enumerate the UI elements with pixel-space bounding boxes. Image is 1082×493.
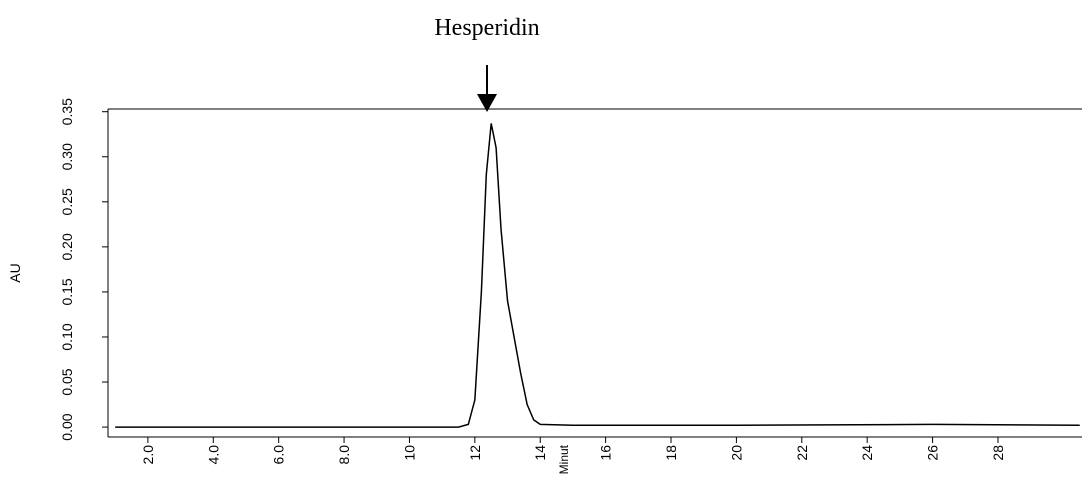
y-tick-label: 0.20	[59, 233, 75, 260]
y-tick-label: 0.30	[59, 143, 75, 170]
x-tick-label: 16	[598, 445, 614, 461]
y-tick-label: 0.00	[59, 413, 75, 440]
x-tick-label: 28	[990, 445, 1006, 461]
annotation: Hesperidin	[434, 15, 539, 41]
y-axis-label: AU	[7, 263, 23, 282]
x-tick-label: 6.0	[271, 445, 287, 465]
data-line	[115, 123, 1080, 428]
x-tick-label: 24	[859, 445, 875, 461]
y-tick-label: 0.35	[59, 98, 75, 125]
x-tick-label: 8.0	[336, 445, 352, 465]
x-tick-label: 22	[794, 445, 810, 461]
y-tick-label: 0.15	[59, 278, 75, 305]
x-tick-label: 10	[401, 445, 417, 461]
x-tick-label: 14	[532, 445, 548, 461]
x-tick-label: 2.0	[140, 445, 156, 465]
x-tick-label: 4.0	[205, 445, 221, 465]
x-axis-label: Minut	[557, 444, 571, 474]
y-tick-label: 0.25	[59, 188, 75, 215]
x-tick-label: 18	[663, 445, 679, 461]
x-tick-label: 26	[925, 445, 941, 461]
x-tick-label: 12	[467, 445, 483, 461]
x-tick-label: 20	[728, 445, 744, 461]
arrow-head	[477, 94, 497, 112]
y-tick-label: 0.05	[59, 368, 75, 395]
y-tick-label: 0.10	[59, 323, 75, 350]
